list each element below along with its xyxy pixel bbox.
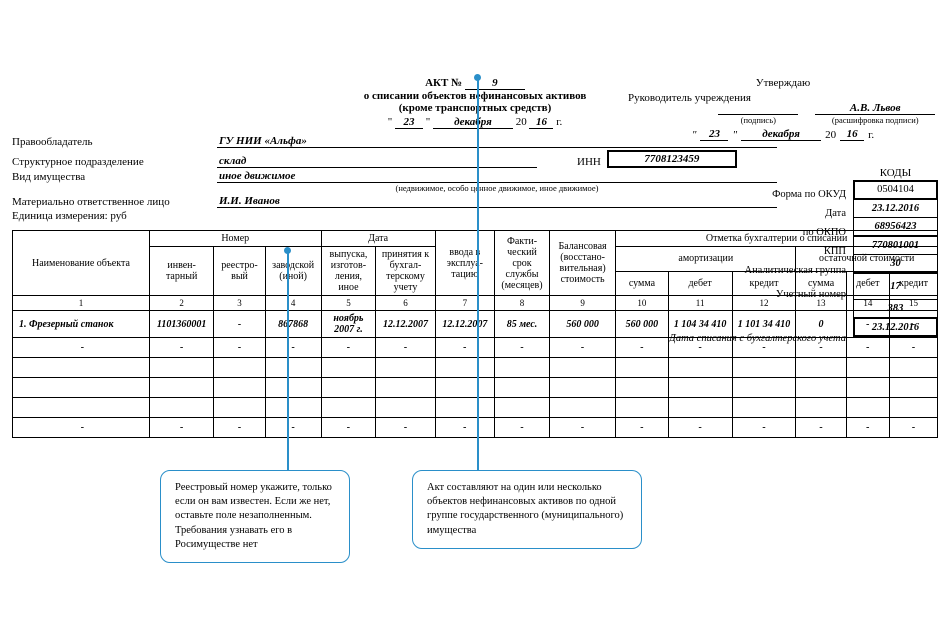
- cell-balance[interactable]: 560 000: [550, 311, 616, 338]
- col-11: 11: [668, 296, 732, 311]
- acct-label: Учетный номер: [776, 289, 846, 300]
- date-label: Дата: [825, 208, 846, 219]
- date-cell[interactable]: 23.12.2016: [853, 198, 938, 218]
- doc-year-suffix: г.: [556, 116, 562, 128]
- okud-label: Форма по ОКУД: [772, 189, 846, 200]
- cell-am-sum[interactable]: 560 000: [616, 311, 668, 338]
- cell-made[interactable]: ноябрь 2007 г.: [321, 311, 376, 338]
- col-9: 9: [550, 296, 616, 311]
- col-2: 2: [149, 296, 213, 311]
- group-label: Аналитическая группа: [744, 265, 846, 276]
- table-row: [13, 358, 938, 378]
- owner-label: Правообладатель: [12, 136, 217, 148]
- approve-year[interactable]: 16: [840, 128, 864, 141]
- cell-life[interactable]: 85 мес.: [494, 311, 549, 338]
- table-row: ---------------: [13, 418, 938, 438]
- th-life: Факти-ческий срок службы (месяцев): [494, 231, 549, 296]
- acct2-cell[interactable]: 383: [853, 299, 938, 319]
- col-4: 4: [265, 296, 321, 311]
- group-cell[interactable]: 30: [853, 254, 938, 274]
- th-balance: Балансовая (восстано-вительная) стоимост…: [550, 231, 616, 296]
- cell-name[interactable]: 1. Фрезерный станок: [13, 311, 150, 338]
- cell-accept[interactable]: 12.12.2007: [376, 311, 435, 338]
- type-label: Вид имущества: [12, 171, 217, 183]
- doc-month[interactable]: декабря: [433, 116, 513, 129]
- th-inv: инвен-тарный: [149, 247, 213, 296]
- unit-label: Структурное подразделение: [12, 156, 217, 168]
- col-5: 5: [321, 296, 376, 311]
- col-8: 8: [494, 296, 549, 311]
- writeoff-cell[interactable]: 23.12.2016: [853, 317, 938, 337]
- okud-cell: 0504104: [853, 180, 938, 200]
- mol-field[interactable]: И.И. Иванов: [217, 195, 777, 208]
- table-row: [13, 398, 938, 418]
- cell-factory[interactable]: 867868: [265, 311, 321, 338]
- th-am-deb: дебет: [668, 271, 732, 296]
- approve-block: Утверждаю Руководитель учреждения (подпи…: [628, 77, 938, 141]
- th-date: Дата: [321, 231, 435, 247]
- kpp-label: КПП: [824, 246, 846, 257]
- okpo-label: по ОКПО: [803, 227, 846, 238]
- mol-label: Материально ответственное лицо: [12, 196, 217, 208]
- th-reg: реестро-вый: [214, 247, 265, 296]
- okpo-cell[interactable]: 68956423: [853, 217, 938, 237]
- col-7: 7: [435, 296, 494, 311]
- callout-1: Реестровый номер укажите, только если он…: [160, 470, 350, 563]
- col-1: 1: [13, 296, 150, 311]
- type-field[interactable]: иное движимое: [217, 170, 777, 183]
- name-sublabel: (расшифровка подписи): [813, 115, 938, 125]
- th-name: Наименование объекта: [13, 231, 150, 296]
- acct1-cell[interactable]: 17: [853, 272, 938, 300]
- th-am-sum: сумма: [616, 271, 668, 296]
- writeoff-label: Дата списания с бухгалтерского учета: [669, 333, 846, 344]
- th-accept: принятия к бухгал-терскому учету: [376, 247, 435, 296]
- cell-reg[interactable]: -: [214, 311, 265, 338]
- leader-line-1: [287, 252, 289, 470]
- cell-commiss[interactable]: 12.12.2007: [435, 311, 494, 338]
- col-6: 6: [376, 296, 435, 311]
- doc-year[interactable]: 16: [529, 116, 553, 129]
- type-note: (недвижимое, особо ценное движимое, иное…: [217, 183, 777, 193]
- kpp-cell[interactable]: 770801001: [853, 235, 938, 255]
- uom-label: Единица измерения: руб: [12, 210, 135, 222]
- info-block: Правообладатель ГУ НИИ «Альфа» Структурн…: [12, 135, 777, 222]
- cell-inv[interactable]: 1101360001: [149, 311, 213, 338]
- approver-name[interactable]: А.В. Львов: [815, 102, 935, 115]
- doc-day[interactable]: 23: [395, 116, 423, 129]
- akt-label: АКТ №: [425, 77, 462, 89]
- th-commiss: ввода в эксплуа-тацию: [435, 231, 494, 296]
- callouts-block: Реестровый номер укажите, только если он…: [12, 462, 938, 592]
- codes-header: КОДЫ: [853, 167, 938, 179]
- th-made: выпуска, изготов-ления, иное: [321, 247, 376, 296]
- codes-column: КОДЫ 0504104 Форма по ОКУД 23.12.2016 Да…: [853, 167, 938, 337]
- table-row: [13, 378, 938, 398]
- col-3: 3: [214, 296, 265, 311]
- leader-line-2: [477, 79, 479, 470]
- year-suffix: г.: [868, 129, 874, 141]
- unit-field[interactable]: склад: [217, 155, 537, 168]
- approve-label: Утверждаю: [628, 77, 938, 89]
- inn-label: ИНН: [577, 156, 601, 168]
- owner-field[interactable]: ГУ НИИ «Альфа»: [217, 135, 777, 148]
- th-number: Номер: [149, 231, 321, 247]
- doc-year-prefix: 20: [516, 116, 527, 128]
- year-prefix: 20: [825, 129, 836, 141]
- callout-2: Акт составляют на один или несколько объ…: [412, 470, 642, 549]
- th-factory: заводской (иной): [265, 247, 321, 296]
- col-10: 10: [616, 296, 668, 311]
- inn-field[interactable]: 7708123459: [607, 150, 737, 168]
- sign-sublabel: (подпись): [710, 115, 807, 125]
